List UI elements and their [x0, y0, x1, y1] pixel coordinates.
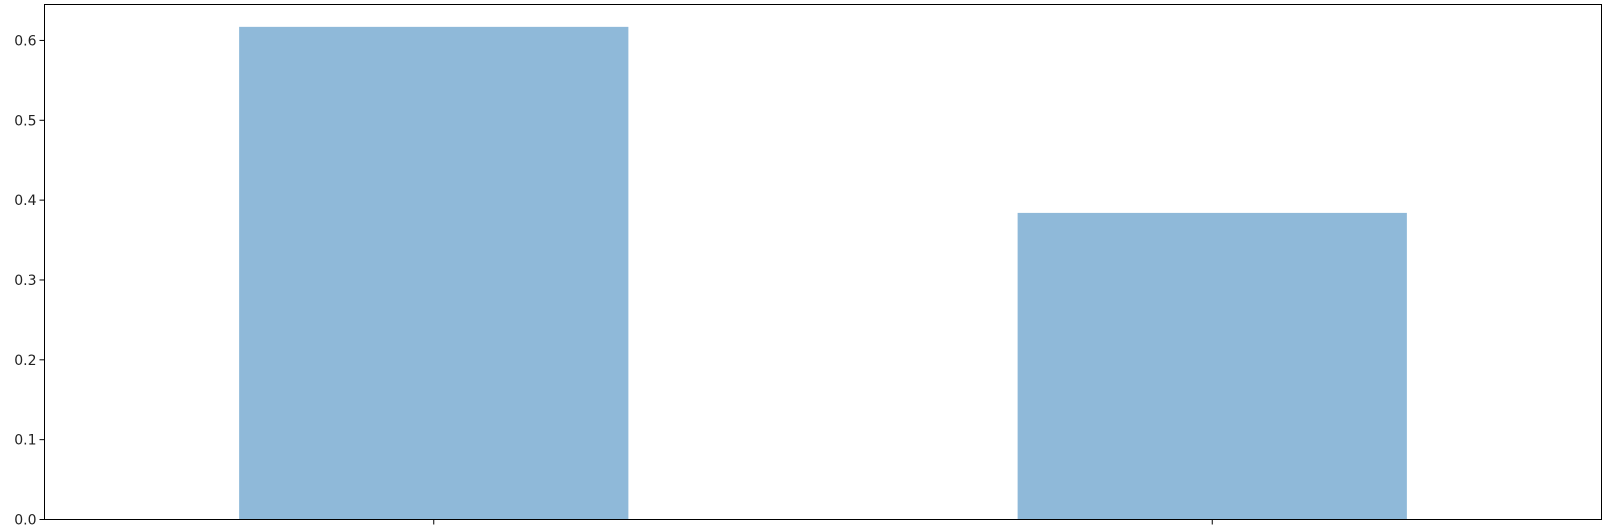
y-tick-label: 0.4: [14, 193, 36, 209]
y-tick-label: 0.6: [14, 33, 36, 49]
y-tick-label: 0.2: [14, 353, 36, 369]
y-axis: 0.0 0.1 0.2 0.3 0.4 0.5 0.6: [14, 33, 45, 529]
plot-frame: [44, 4, 1602, 520]
bar-1: [1017, 212, 1407, 520]
x-axis: [433, 519, 1213, 525]
bar-0: [239, 26, 629, 520]
y-tick-label: 0.3: [14, 273, 36, 289]
y-tick-label: 0.1: [14, 433, 36, 449]
y-tick-label: 0.0: [14, 513, 36, 529]
bars-layer: [239, 26, 1407, 520]
y-tick-label: 0.5: [14, 113, 36, 129]
